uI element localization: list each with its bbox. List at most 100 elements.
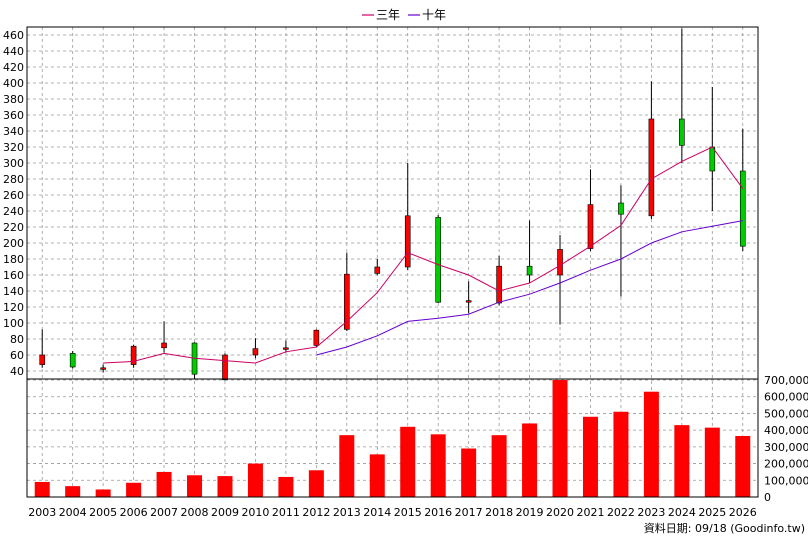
price-tick-label: 120 [3, 301, 24, 314]
candle-body [496, 265, 502, 304]
volume-tick-label: 600,000 [764, 391, 808, 404]
candle-body [252, 348, 259, 356]
legend-label-3y: 三年 [376, 8, 400, 22]
price-tick-label: 60 [10, 349, 24, 362]
candle-body [130, 345, 137, 365]
volume-bar [247, 463, 263, 497]
x-tick-label: 2004 [59, 506, 87, 519]
volume-bar [339, 435, 355, 497]
volume-bar [704, 427, 720, 497]
volume-bar [400, 426, 416, 497]
price-tick-label: 460 [3, 29, 24, 42]
volume-bar [95, 489, 111, 497]
x-tick-label: 2016 [424, 506, 452, 519]
price-panel-border [26, 26, 759, 380]
price-tick-label: 320 [3, 141, 24, 154]
price-tick-label: 440 [3, 45, 24, 58]
line-series-10y [316, 220, 743, 356]
price-tick-label: 340 [3, 125, 24, 138]
x-tick-label: 2023 [637, 506, 665, 519]
price-tick-label: 280 [3, 173, 24, 186]
candlestick-series [39, 28, 746, 381]
volume-bars [34, 380, 751, 497]
x-tick-label: 2014 [363, 506, 391, 519]
volume-bar [674, 425, 690, 497]
candle-body [679, 118, 685, 146]
x-tick-label: 2017 [455, 506, 483, 519]
x-tick-label: 2013 [333, 506, 361, 519]
volume-bar [613, 411, 629, 497]
candle-body [161, 342, 167, 349]
x-tick-label: 2015 [394, 506, 422, 519]
x-tick-label: 2024 [668, 506, 696, 519]
volume-bar [552, 380, 568, 497]
volume-tick-label: 300,000 [764, 441, 808, 454]
legend: 三年 十年 [362, 8, 446, 22]
candle-body [344, 273, 350, 330]
x-tick-label: 2005 [89, 506, 117, 519]
candle-body [404, 215, 411, 268]
candle-body [69, 353, 76, 368]
volume-bar [65, 486, 81, 497]
price-tick-label: 420 [3, 61, 24, 74]
volume-bar [522, 423, 538, 497]
x-tick-label: 2012 [302, 506, 330, 519]
x-tick-label: 2011 [272, 506, 300, 519]
volume-bar [308, 470, 324, 497]
price-tick-label: 360 [3, 109, 24, 122]
x-tick-label: 2008 [181, 506, 209, 519]
volume-panel-border [26, 378, 759, 498]
x-tick-label: 2003 [28, 506, 56, 519]
volume-bar [582, 416, 598, 497]
x-tick-label: 2007 [150, 506, 178, 519]
volume-tick-label: 100,000 [764, 474, 808, 487]
volume-tick-label: 400,000 [764, 424, 808, 437]
candle-body [648, 118, 655, 217]
price-tick-label: 200 [3, 237, 24, 250]
volume-bar [491, 435, 507, 497]
volume-bar [430, 434, 446, 497]
x-tick-label: 2009 [211, 506, 239, 519]
price-tick-label: 260 [3, 189, 24, 202]
x-tick-label: 2010 [241, 506, 269, 519]
price-tick-label: 380 [3, 93, 24, 106]
x-tick-label: 2006 [120, 506, 148, 519]
volume-bar [34, 481, 50, 497]
footer-source: 資料日期: 09/18 (Goodinfo.tw) [644, 521, 805, 535]
candle-body [435, 217, 441, 303]
volume-tick-label: 200,000 [764, 458, 808, 471]
candle-body [465, 300, 472, 303]
candle-body [313, 329, 320, 346]
candle-body [557, 249, 563, 276]
volume-bar [217, 476, 233, 497]
price-tick-label: 140 [3, 285, 24, 298]
candle-body [618, 202, 624, 215]
price-tick-label: 400 [3, 77, 24, 90]
x-tick-label: 2018 [485, 506, 513, 519]
x-tick-label: 2021 [576, 506, 604, 519]
candle-body [283, 347, 289, 350]
axes: 40 60 80 100 120 140 160 180 200 220 240 260 280 300 3… [3, 29, 808, 519]
candle-body [526, 265, 533, 276]
price-tick-label: 160 [3, 269, 24, 282]
price-tick-label: 240 [3, 205, 24, 218]
volume-bar [643, 391, 659, 497]
x-tick-label: 2019 [516, 506, 544, 519]
x-tick-label: 2025 [698, 506, 726, 519]
price-tick-label: 40 [10, 365, 24, 378]
moving-average-lines [103, 146, 744, 364]
volume-bar [369, 454, 385, 497]
volume-bar [735, 435, 751, 497]
volume-tick-label: 500,000 [764, 407, 808, 420]
price-tick-label: 300 [3, 157, 24, 170]
candle-body [709, 146, 716, 172]
volume-bar [187, 475, 203, 497]
legend-label-10y: 十年 [422, 8, 446, 22]
price-tick-label: 180 [3, 253, 24, 266]
x-tick-label: 2026 [729, 506, 757, 519]
volume-bar [461, 448, 477, 497]
price-tick-label: 220 [3, 221, 24, 234]
volume-tick-label: 0 [764, 491, 771, 504]
